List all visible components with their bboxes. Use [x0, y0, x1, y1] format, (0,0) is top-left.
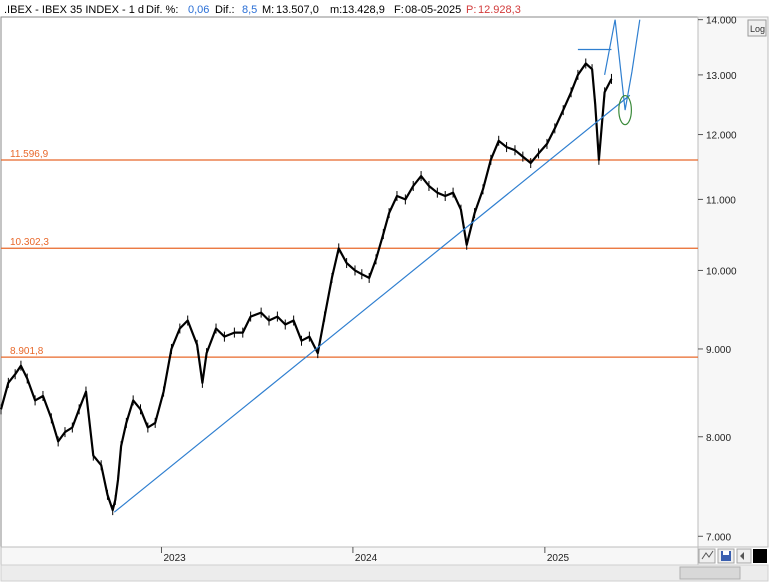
y-tick-label: 7.000	[706, 532, 731, 543]
target-ellipse	[618, 94, 632, 126]
x-axis: 2023 2024 2025	[160, 547, 570, 564]
plot-area	[0, 16, 699, 548]
horizontal-level-label: 11.596,9	[10, 149, 49, 160]
price-axis-panel	[697, 16, 769, 548]
fullscreen-icon[interactable]	[753, 549, 767, 563]
max-value: 13.507,0	[276, 4, 319, 16]
x-tick-label: 2025	[547, 553, 570, 564]
horizontal-scrollbar[interactable]	[0, 564, 769, 582]
chart-header: .IBEX - IBEX 35 INDEX - 1 d Dif. %: 0,06…	[4, 4, 521, 16]
levels-layer: 11.596,9 10.302,3 8.901,8	[1, 149, 698, 358]
price-layer	[0, 58, 613, 516]
date-axis-panel	[0, 546, 699, 566]
scrollbar-thumb[interactable]	[679, 566, 741, 580]
support-trendline	[113, 94, 631, 513]
ticker-label: .IBEX - IBEX 35 INDEX - 1 d	[4, 4, 144, 16]
min-label: m:	[330, 4, 342, 16]
fit-icon[interactable]	[698, 548, 716, 564]
log-scale-button[interactable]: Log	[747, 19, 767, 37]
x-tick-label: 2024	[355, 553, 378, 564]
drawing-layer	[113, 19, 641, 513]
price-label: P:	[466, 4, 476, 16]
y-axis: 7.000 8.000 9.000 10.000 11.000 12.000 13.000 1…	[698, 16, 737, 543]
y-tick-label: 12.000	[706, 131, 737, 142]
log-button-label: Log	[750, 24, 765, 34]
y-tick-label: 14.000	[706, 16, 737, 27]
horizontal-level-label: 8.901,8	[10, 346, 44, 357]
y-tick-label: 13.000	[706, 71, 737, 82]
date-label: F:	[394, 4, 404, 16]
min-value: 13.428,9	[342, 4, 385, 16]
y-tick-label: 11.000	[706, 195, 736, 206]
save-icon[interactable]	[717, 548, 735, 564]
price-value: 12.928,3	[478, 4, 521, 16]
x-tick-label: 2023	[163, 553, 186, 564]
collapse-icon[interactable]	[736, 548, 752, 564]
y-tick-label: 9.000	[706, 345, 731, 356]
forecast-path	[604, 19, 641, 111]
date-value: 08-05-2025	[405, 4, 461, 16]
dif-label: Dif.:	[215, 4, 235, 16]
dif-pct-value: 0,06	[188, 4, 209, 16]
max-label: M:	[262, 4, 274, 16]
dif-pct-label: Dif. %:	[146, 4, 178, 16]
horizontal-level-label: 10.302,3	[10, 237, 49, 248]
y-tick-label: 10.000	[706, 266, 737, 277]
y-tick-label: 8.000	[706, 433, 731, 444]
dif-value: 8,5	[242, 4, 257, 16]
